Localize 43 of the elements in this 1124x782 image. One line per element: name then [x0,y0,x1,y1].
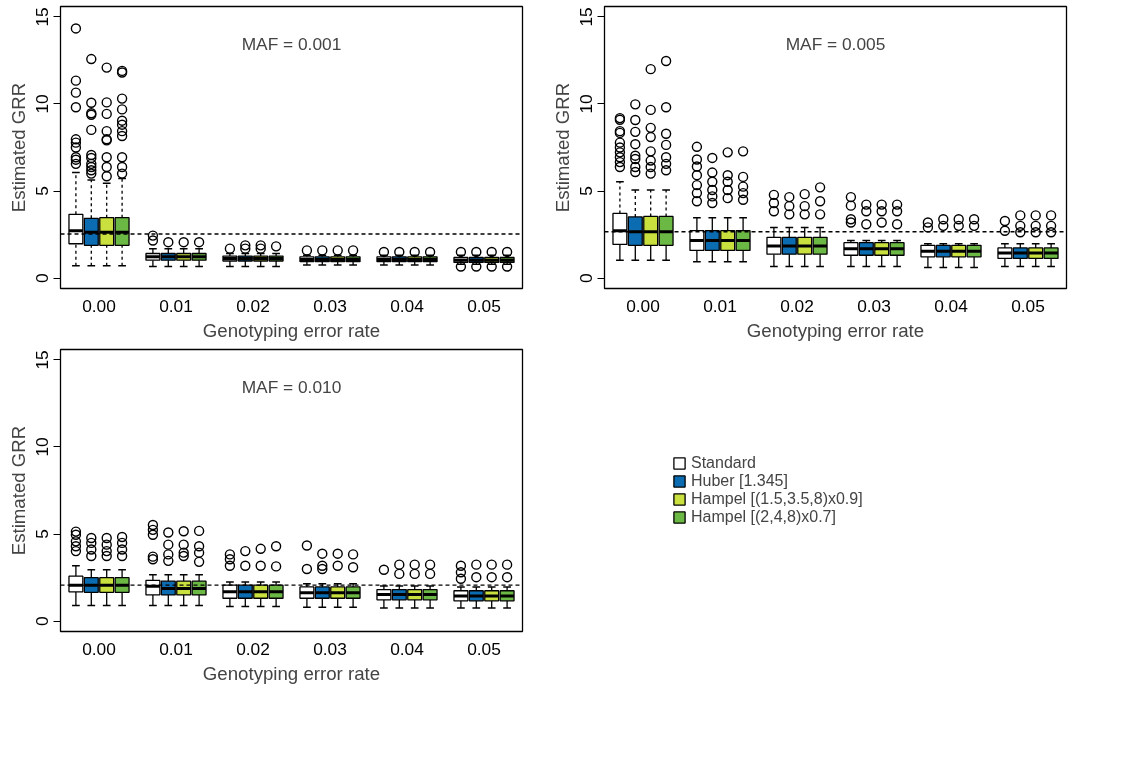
x-axis-title: Genotyping error rate [202,319,381,341]
y-tick-label: 10 [32,94,53,114]
y-tick-label: 5 [32,186,53,196]
y-tick-label: 5 [32,529,53,539]
x-tick-label: 0.00 [82,638,116,659]
x-tick-label: 0.04 [934,295,969,316]
x-tick-label: 0.02 [780,295,814,316]
x-tick-label: 0.03 [313,295,347,316]
x-axis-title: Genotyping error rate [202,662,381,684]
y-axis-title: Estimated GRR [7,425,29,556]
x-tick-label: 0.04 [390,638,425,659]
x-tick-label: 0.03 [857,295,891,316]
y-tick-label: 0 [32,273,53,283]
y-tick-label: 10 [576,94,597,114]
y-tick-label: 10 [32,437,53,457]
x-tick-label: 0.05 [467,295,501,316]
legend-label: Standard [691,454,756,472]
y-tick-label: 0 [32,616,53,626]
x-tick-label: 0.03 [313,638,347,659]
y-axis-title: Estimated GRR [551,82,573,213]
x-tick-label: 0.02 [236,638,270,659]
y-axis-title: Estimated GRR [7,82,29,213]
x-tick-label: 0.01 [159,638,193,659]
x-tick-label: 0.05 [1011,295,1045,316]
y-tick-label: 15 [576,7,597,27]
legend-label: Hampel [(2,4,8)x0.7] [691,508,836,526]
x-tick-label: 0.05 [467,638,501,659]
x-tick-label: 0.02 [236,295,270,316]
x-tick-label: 0.04 [390,295,425,316]
x-tick-label: 0.01 [703,295,737,316]
x-tick-label: 0.01 [159,295,193,316]
x-tick-label: 0.00 [626,295,660,316]
y-tick-label: 5 [576,186,597,196]
annotation: MAF = 0.010 [241,377,342,398]
annotation: MAF = 0.005 [785,34,886,55]
x-tick-label: 0.00 [82,295,116,316]
y-tick-label: 15 [32,7,53,27]
x-axis-title: Genotyping error rate [746,319,925,341]
annotation: MAF = 0.001 [241,34,342,55]
legend-label: Huber [1.345] [691,472,788,490]
y-tick-label: 0 [576,273,597,283]
legend-label: Hampel [(1.5,3.5,8)x0.9] [691,490,863,508]
y-tick-label: 15 [32,350,53,370]
